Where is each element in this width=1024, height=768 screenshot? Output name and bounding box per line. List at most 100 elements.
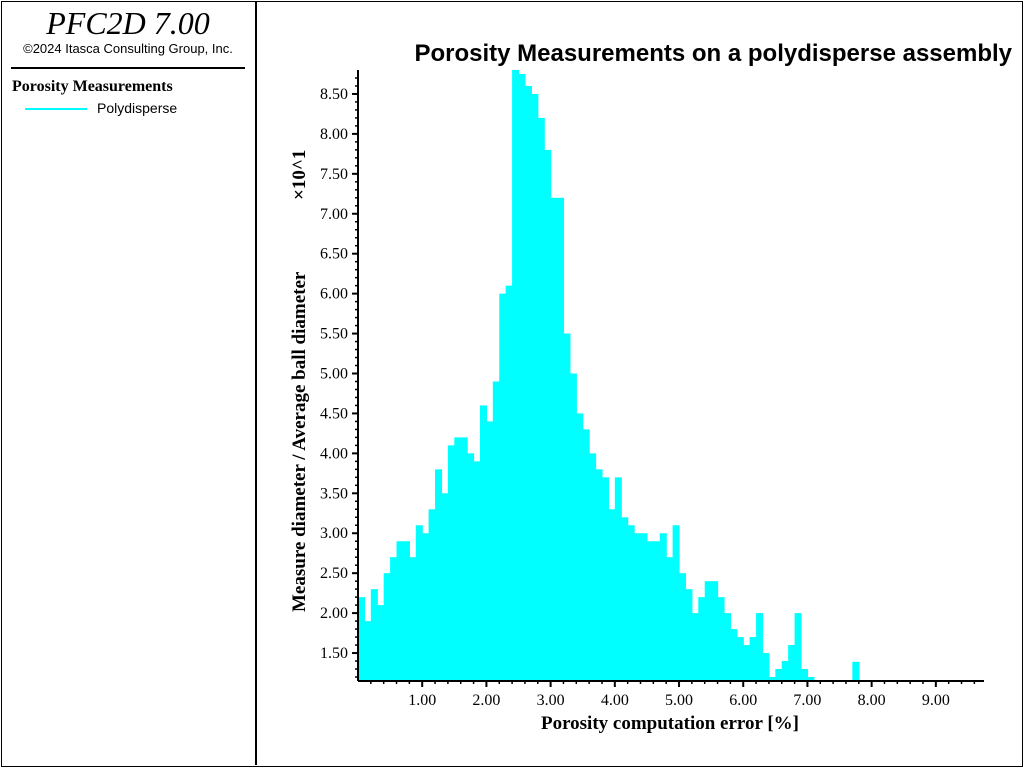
bar — [479, 405, 488, 681]
bar — [608, 509, 616, 681]
bar — [589, 453, 597, 681]
y-tick-label: 8.00 — [320, 126, 348, 143]
x-tick-label: 2.00 — [472, 692, 500, 709]
y-tick-label: 7.50 — [320, 166, 348, 183]
bar — [801, 669, 809, 681]
bar — [627, 525, 635, 681]
bar — [852, 661, 860, 681]
bar — [743, 645, 751, 681]
bar — [396, 541, 404, 681]
x-tick-label: 5.00 — [665, 692, 693, 709]
y-tick-label: 1.50 — [320, 645, 348, 662]
bar — [447, 445, 455, 681]
bar — [698, 597, 706, 681]
bar — [653, 541, 661, 681]
bar — [704, 581, 712, 681]
bar — [768, 677, 776, 681]
bar — [730, 629, 738, 681]
bar — [518, 73, 526, 681]
bar — [486, 421, 494, 681]
copyright-text: ©2024 Itasca Consulting Group, Inc. — [23, 41, 233, 56]
bar — [499, 293, 507, 681]
bar — [576, 413, 584, 681]
bar — [364, 621, 372, 681]
bar — [428, 509, 436, 681]
bar — [659, 533, 667, 681]
x-axis-label: Porosity computation error [%] — [541, 713, 799, 734]
y-tick-label: 2.00 — [320, 605, 348, 622]
axes: 1.00 2.00 3.00 4.00 5.00 6.00 7.00 8.00 9.00 1.50… — [320, 70, 984, 709]
bar — [711, 581, 719, 681]
bar — [634, 533, 642, 681]
bar — [679, 573, 687, 681]
y-tick-label: 5.50 — [320, 326, 348, 343]
panel-divider — [11, 67, 245, 69]
x-tick-label: 4.00 — [601, 692, 629, 709]
bar — [557, 197, 565, 682]
x-tick-label: 6.00 — [729, 692, 757, 709]
bar — [537, 117, 545, 681]
bar — [563, 333, 571, 681]
chart-title: Porosity Measurements on a polydisperse … — [414, 40, 1012, 67]
bar — [807, 677, 815, 681]
bar — [390, 557, 398, 681]
bar — [781, 661, 789, 681]
y-tick-label: 3.50 — [320, 485, 348, 502]
bar — [402, 541, 410, 681]
bar — [614, 477, 622, 681]
bar — [512, 70, 520, 681]
bar — [595, 469, 603, 681]
legend-panel: PFC2D 7.00 ©2024 Itasca Consulting Group… — [1, 1, 257, 765]
bar — [524, 85, 532, 681]
bar — [749, 637, 757, 681]
bar — [531, 93, 539, 681]
bar — [756, 613, 764, 681]
bar — [473, 461, 481, 681]
bar — [794, 613, 802, 681]
chart-plot: 1.00 2.00 3.00 4.00 5.00 6.00 7.00 8.00 9.00 1.50… — [289, 70, 984, 734]
y-tick-label: 8.50 — [320, 86, 348, 103]
bar — [467, 453, 475, 681]
bar — [775, 669, 783, 681]
bar — [422, 533, 430, 681]
app-title: PFC2D 7.00 — [46, 5, 210, 41]
y-axis-label: Measure diameter / Average ball diameter — [289, 271, 310, 612]
legend-swatch — [25, 108, 87, 110]
bar — [582, 429, 590, 681]
bar — [666, 557, 674, 681]
bar — [505, 285, 513, 681]
bar — [736, 637, 744, 681]
y-tick-label: 5.00 — [320, 366, 348, 383]
bar — [762, 653, 770, 681]
x-tick-label: 9.00 — [922, 692, 950, 709]
bar — [409, 557, 417, 681]
x-tick-label: 8.00 — [858, 692, 886, 709]
bar — [601, 477, 609, 681]
x-tick-label: 3.00 — [537, 692, 565, 709]
bar — [646, 541, 654, 681]
bar — [691, 613, 699, 681]
bar — [441, 493, 449, 681]
bar — [621, 517, 629, 681]
y-tick-label: 2.50 — [320, 565, 348, 582]
bar — [492, 381, 500, 681]
bar — [788, 645, 796, 681]
bar — [544, 149, 552, 682]
bar — [672, 525, 680, 681]
bar — [640, 533, 648, 681]
bar — [377, 605, 385, 681]
bar — [685, 589, 693, 681]
y-tick-label: 6.00 — [320, 286, 348, 303]
bar — [717, 597, 725, 681]
bar — [370, 589, 378, 681]
legend-heading: Porosity Measurements — [12, 78, 173, 95]
x-tick-label: 7.00 — [793, 692, 821, 709]
bar — [569, 373, 577, 681]
bar — [435, 469, 443, 681]
bar — [723, 613, 731, 681]
y-tick-label: 6.50 — [320, 246, 348, 263]
y-tick-label: 3.00 — [320, 525, 348, 542]
bar — [358, 597, 366, 681]
bar — [454, 437, 462, 681]
